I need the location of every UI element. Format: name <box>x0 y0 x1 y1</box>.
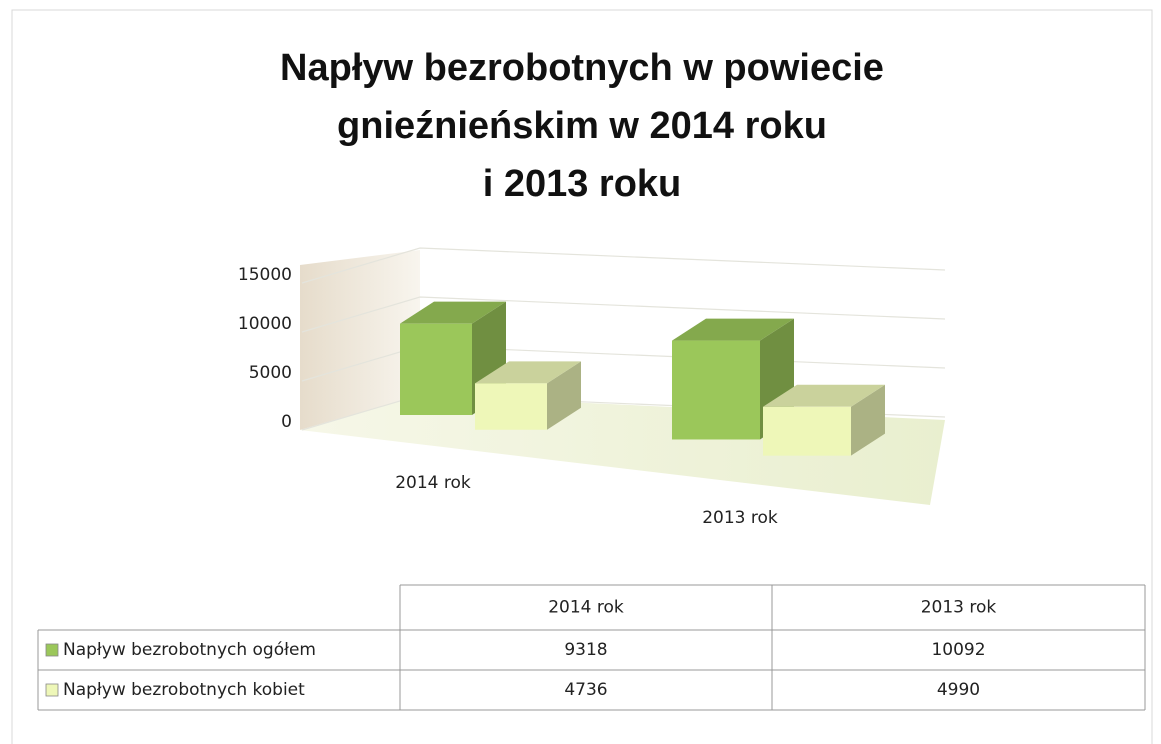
chart-title: Napływ bezrobotnych w powiecie <box>280 47 884 89</box>
bar-top <box>400 301 506 324</box>
chart-title: gnieźnieńskim w 2014 roku <box>337 105 827 147</box>
legend-swatch <box>45 643 59 657</box>
grid-line <box>301 296 946 333</box>
grid-line <box>301 247 946 284</box>
x-tick-label: 2013 rok <box>702 508 778 528</box>
table-value: 4990 <box>937 680 980 700</box>
table-value: 4736 <box>564 680 607 700</box>
bar-top <box>763 384 885 407</box>
y-tick-label: 5000 <box>249 363 292 383</box>
table-header: 2013 rok <box>921 598 997 618</box>
chart-border <box>11 9 1153 744</box>
bar-side <box>547 361 581 430</box>
bar <box>475 383 547 430</box>
chart-title: i 2013 roku <box>483 163 682 205</box>
side-wall <box>300 250 420 430</box>
x-tick-label: 2014 rok <box>395 473 471 493</box>
bar-side <box>851 384 885 456</box>
bar <box>763 406 851 456</box>
bar-top <box>475 361 581 384</box>
table-header: 2014 rok <box>548 598 624 618</box>
table-value: 10092 <box>931 640 985 660</box>
legend-label: Napływ bezrobotnych kobiet <box>63 680 305 700</box>
bar <box>400 323 472 415</box>
bar <box>672 340 760 440</box>
y-tick-label: 0 <box>281 412 292 432</box>
legend-label: Napływ bezrobotnych ogółem <box>63 640 316 660</box>
y-tick-label: 15000 <box>238 265 292 285</box>
y-tick-label: 10000 <box>238 314 292 334</box>
bar-top <box>672 318 794 341</box>
table-value: 9318 <box>564 640 607 660</box>
legend-swatch <box>45 683 59 697</box>
